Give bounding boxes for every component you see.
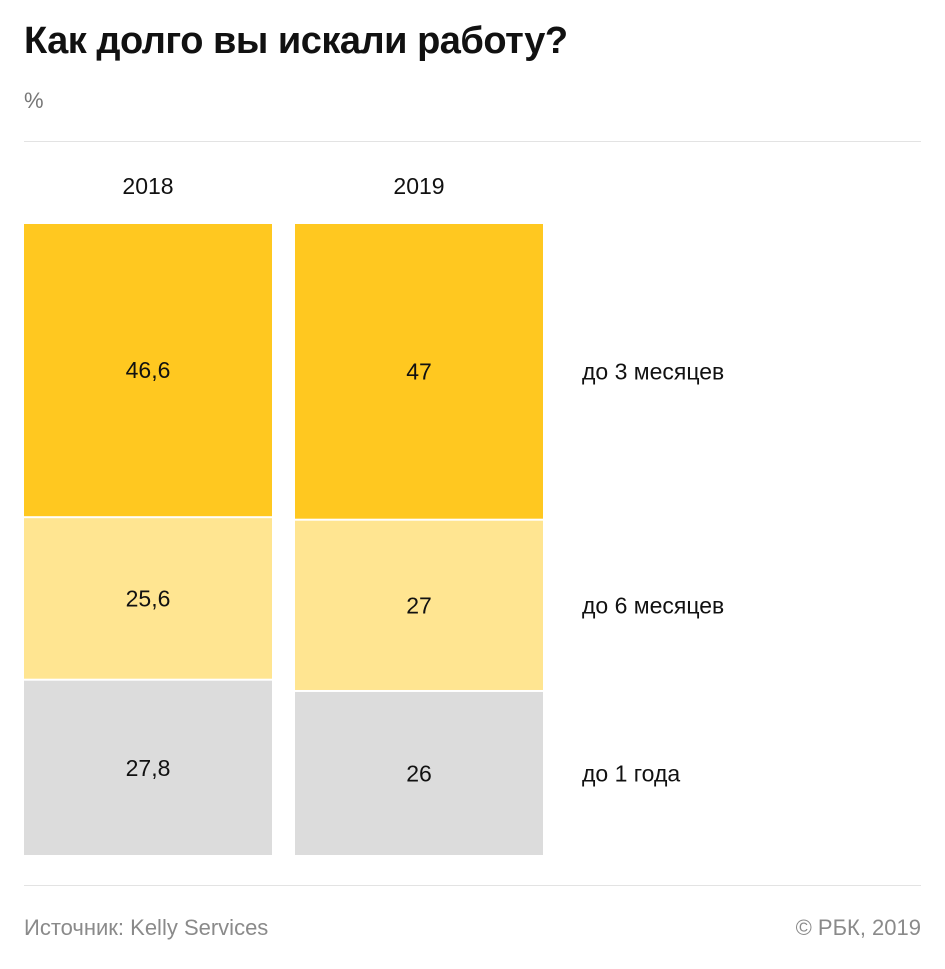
legend-label-3: до 1 года <box>582 760 680 786</box>
legend-label-2: до 6 месяцев <box>582 592 724 618</box>
value-label-2018-3: 27,8 <box>126 755 171 781</box>
bar-segment-2018-1 <box>24 224 272 517</box>
category-label-2019: 2019 <box>393 173 444 199</box>
value-label-2018-1: 46,6 <box>126 357 171 383</box>
chart-title: Как долго вы искали работу? <box>24 20 568 62</box>
legend-label-1: до 3 месяцев <box>582 358 724 384</box>
category-labels: 2018 2019 <box>122 173 444 199</box>
value-label-2019-2: 27 <box>406 592 432 618</box>
top-divider <box>24 141 921 142</box>
source-note: Источник: Kelly Services <box>24 915 269 940</box>
value-label-2018-2: 25,6 <box>126 585 171 611</box>
category-label-2018: 2018 <box>122 173 173 199</box>
bar-segment-2018-3 <box>24 680 272 855</box>
value-label-2019-1: 47 <box>406 358 432 384</box>
stacked-bar-chart: 2018 2019 46,6 25,6 27,8 47 27 26 до 3 месяцев… <box>24 173 724 855</box>
bar-segments <box>24 224 543 855</box>
bar-segment-2019-1 <box>295 224 543 519</box>
unit-label: % <box>24 88 44 113</box>
value-label-2019-3: 26 <box>406 760 432 786</box>
bar-segment-2019-2 <box>295 520 543 690</box>
value-labels: 46,6 25,6 27,8 47 27 26 <box>126 357 432 786</box>
bar-segment-2018-2 <box>24 518 272 679</box>
bar-segment-2019-3 <box>295 691 543 855</box>
bottom-divider <box>24 885 921 886</box>
legend: до 3 месяцев до 6 месяцев до 1 года <box>582 358 724 786</box>
copyright-note: © РБК, 2019 <box>795 915 921 940</box>
